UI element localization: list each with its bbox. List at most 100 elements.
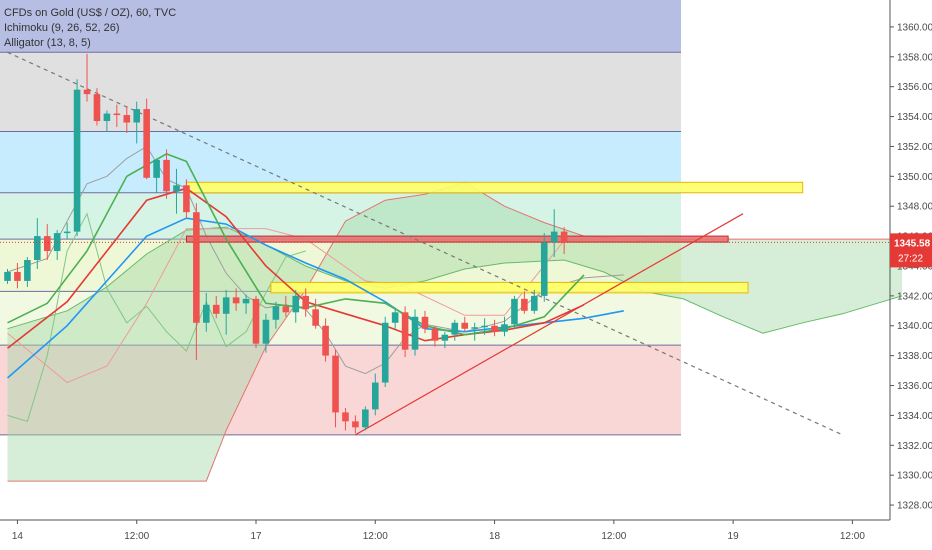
candle-body — [242, 298, 250, 304]
candle-body — [421, 316, 429, 329]
candle — [272, 301, 280, 329]
candle — [381, 316, 389, 388]
candle — [431, 325, 439, 347]
candle — [531, 289, 538, 314]
candle — [222, 289, 230, 335]
candle — [24, 257, 31, 287]
candle-body — [501, 324, 508, 332]
candle — [521, 291, 528, 314]
trendline — [355, 213, 744, 436]
candle — [203, 292, 210, 332]
candle-body — [332, 355, 339, 413]
candle — [242, 294, 250, 314]
candle-body — [183, 185, 190, 213]
candle — [471, 322, 478, 341]
price-tag-value: 1345.58 — [894, 238, 931, 249]
candle — [173, 168, 180, 214]
time-tick-label: 19 — [728, 531, 740, 542]
candle — [43, 224, 51, 260]
price-tick-label: 1328.00 — [897, 501, 932, 512]
price-tick-label: 1334.00 — [897, 411, 932, 422]
candles — [4, 53, 568, 434]
candle — [550, 209, 558, 258]
candle — [34, 218, 41, 269]
fib-band — [0, 345, 681, 435]
time-tick-label: 12:00 — [363, 531, 388, 542]
candle-body — [262, 319, 270, 344]
candle — [411, 309, 419, 356]
candle — [14, 262, 21, 289]
candle-body — [531, 295, 538, 311]
candle — [312, 298, 319, 329]
candle-body — [451, 322, 459, 335]
candle-body — [511, 298, 518, 325]
price-tag-bg — [890, 233, 932, 268]
candle — [143, 98, 150, 180]
span-a-line — [7, 226, 903, 334]
time-tick-label: 12:00 — [124, 531, 149, 542]
legend-ichimoku[interactable]: Ichimoku (9, 26, 52, 26) — [4, 22, 120, 34]
candle-body — [471, 327, 478, 329]
candle — [332, 349, 339, 428]
candle-body — [212, 304, 220, 314]
candle-body — [272, 306, 280, 320]
candle-body — [83, 89, 91, 95]
candle-body — [193, 212, 200, 323]
candle-body — [312, 309, 319, 326]
candle — [511, 295, 518, 329]
candle — [4, 268, 11, 284]
candle — [322, 318, 329, 362]
candle-body — [153, 159, 160, 178]
time-tick-label: 12:00 — [840, 531, 865, 542]
price-tick-label: 1336.00 — [897, 381, 932, 392]
price-tick-label: 1350.00 — [897, 172, 932, 183]
price-tick-label: 1356.00 — [897, 82, 932, 93]
candle-body — [43, 236, 51, 252]
price-tick-label: 1354.00 — [897, 112, 932, 123]
candle — [133, 101, 141, 144]
candle-body — [143, 109, 150, 178]
time-tick-label: 17 — [250, 531, 262, 542]
candle-body — [4, 271, 11, 281]
candle-body — [461, 322, 469, 329]
candle-body — [232, 297, 240, 304]
candle-body — [14, 271, 21, 281]
zone-rectangle — [270, 281, 749, 294]
candle-body — [401, 312, 409, 350]
candle — [391, 307, 399, 329]
candle — [193, 203, 200, 361]
candle-body — [391, 312, 399, 323]
candle — [362, 406, 369, 431]
candle — [183, 179, 190, 219]
price-tick-label: 1360.00 — [897, 22, 932, 33]
price-tag-countdown: 27:22 — [898, 253, 923, 264]
alligator-jaw-line — [6, 217, 624, 379]
candle-body — [481, 325, 488, 328]
price-tick-label: 1340.00 — [897, 321, 932, 332]
candle-body — [322, 325, 329, 356]
candle-body — [431, 328, 439, 341]
price-tag: 1345.58 27:22 — [890, 233, 932, 268]
candle-body — [222, 297, 230, 314]
price-tick-label: 1332.00 — [897, 441, 932, 452]
candle — [113, 104, 121, 128]
candle-body — [133, 109, 141, 123]
price-tick-label: 1348.00 — [897, 202, 932, 213]
candle-body — [252, 298, 260, 344]
candle — [212, 295, 220, 319]
candle-body — [73, 89, 81, 232]
candle — [302, 288, 309, 317]
chart-legend: CFDs on Gold (US$ / OZ), 60, TVC Ichimok… — [4, 6, 176, 51]
candle — [63, 222, 71, 240]
candle-body — [540, 242, 548, 296]
candle — [401, 306, 409, 358]
price-tick-label: 1330.00 — [897, 471, 932, 482]
candle — [451, 319, 459, 341]
fib-band — [0, 52, 681, 132]
legend-alligator[interactable]: Alligator (13, 8, 5) — [4, 37, 91, 49]
candle-body — [173, 185, 180, 192]
candle-body — [381, 322, 389, 383]
legend-symbol[interactable]: CFDs on Gold (US$ / OZ), 60, TVC — [4, 7, 177, 19]
